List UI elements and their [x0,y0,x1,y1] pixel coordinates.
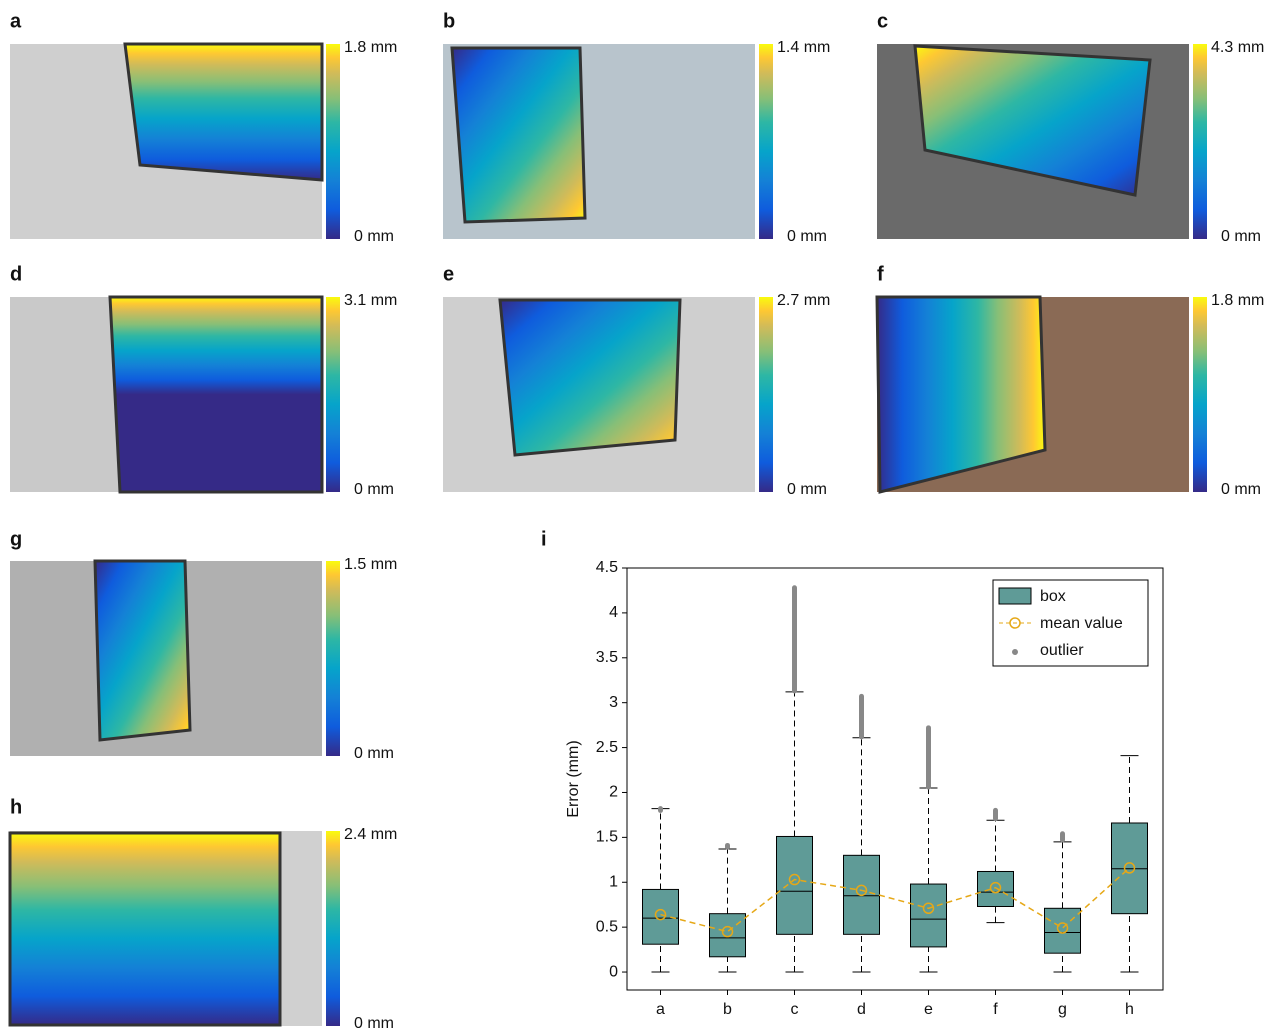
panel-label: a [10,10,22,32]
colorbar-max-label: 1.8 mm [1211,292,1264,309]
error-map [450,46,587,224]
legend-mean-marker [1009,617,1021,629]
colorbar [326,44,340,239]
x-tick-label: b [723,1001,732,1018]
mean-marker [1123,862,1136,874]
y-tick-label: 3 [609,694,618,711]
mean-marker [989,881,1002,894]
y-tick-label: 4 [609,604,618,621]
colorbar [326,297,340,492]
colorbar-max-label: 1.8 mm [344,39,397,56]
error-map [913,44,1152,197]
y-tick-label: 2.5 [596,739,618,756]
mean-marker [1056,922,1069,934]
panel-label: h [10,796,22,818]
y-tick-label: 2 [609,784,618,801]
colorbar-max-label: 2.7 mm [777,292,830,309]
error-map [93,559,192,742]
error-map [875,295,1047,494]
colorbar [1193,297,1207,492]
y-tick-label: 0 [609,963,618,980]
x-tick-label: g [1058,1001,1067,1018]
colorbar-min-label: 0 mm [354,1015,394,1028]
error-map [123,42,324,182]
error-map [108,295,324,494]
box [709,913,746,958]
legend-label: mean value [1040,615,1123,632]
colorbar [326,831,340,1026]
mean-marker [788,873,801,886]
colorbar-max-label: 3.1 mm [344,292,397,309]
colorbar-min-label: 0 mm [1221,481,1261,498]
panel-label: f [877,263,884,285]
colorbar-min-label: 0 mm [354,481,394,498]
y-axis-label: Error (mm) [565,740,582,817]
y-tick-label: 1 [609,873,618,890]
legend-label: box [1040,588,1066,605]
panel-label: d [10,263,22,285]
box [642,888,679,945]
mean-marker [654,908,667,921]
plot-frame [626,567,1164,991]
y-tick-label: 3.5 [596,649,618,666]
colorbar-min-label: 0 mm [787,228,827,245]
colorbar [759,297,773,492]
mean-marker [922,902,935,915]
box [776,835,813,935]
panel-label: i [541,528,547,550]
panel-label: b [443,10,455,32]
legend-label: outlier [1040,642,1084,659]
colorbar-max-label: 1.4 mm [777,39,830,56]
x-tick-label: f [993,1001,998,1018]
error-map [498,298,682,457]
panel-label: g [10,528,22,550]
legend-outlier [1012,649,1018,655]
colorbar-min-label: 0 mm [787,481,827,498]
box [910,883,947,948]
y-tick-label: 4.5 [596,559,618,576]
colorbar-min-label: 0 mm [354,745,394,762]
mean-marker [855,884,868,897]
legend-box [998,587,1032,605]
colorbar-min-label: 0 mm [1221,228,1261,245]
colorbar-max-label: 2.4 mm [344,826,397,843]
colorbar-max-label: 4.3 mm [1211,39,1264,56]
panel-label: e [443,263,454,285]
mean-line [660,867,1131,933]
colorbar [326,561,340,756]
colorbar-min-label: 0 mm [354,228,394,245]
y-tick-label: 1.5 [596,829,618,846]
error-map [8,831,282,1027]
x-tick-label: h [1125,1001,1134,1018]
x-tick-label: d [857,1001,866,1018]
colorbar-max-label: 1.5 mm [344,556,397,573]
x-tick-label: a [656,1001,665,1018]
box [977,870,1014,907]
panel-label: c [877,10,888,32]
x-tick-label: c [791,1001,799,1018]
mean-marker [721,925,734,938]
y-tick-label: 0.5 [596,918,618,935]
x-tick-label: e [924,1001,933,1018]
colorbar [759,44,773,239]
box [1044,907,1081,954]
colorbar [1193,44,1207,239]
